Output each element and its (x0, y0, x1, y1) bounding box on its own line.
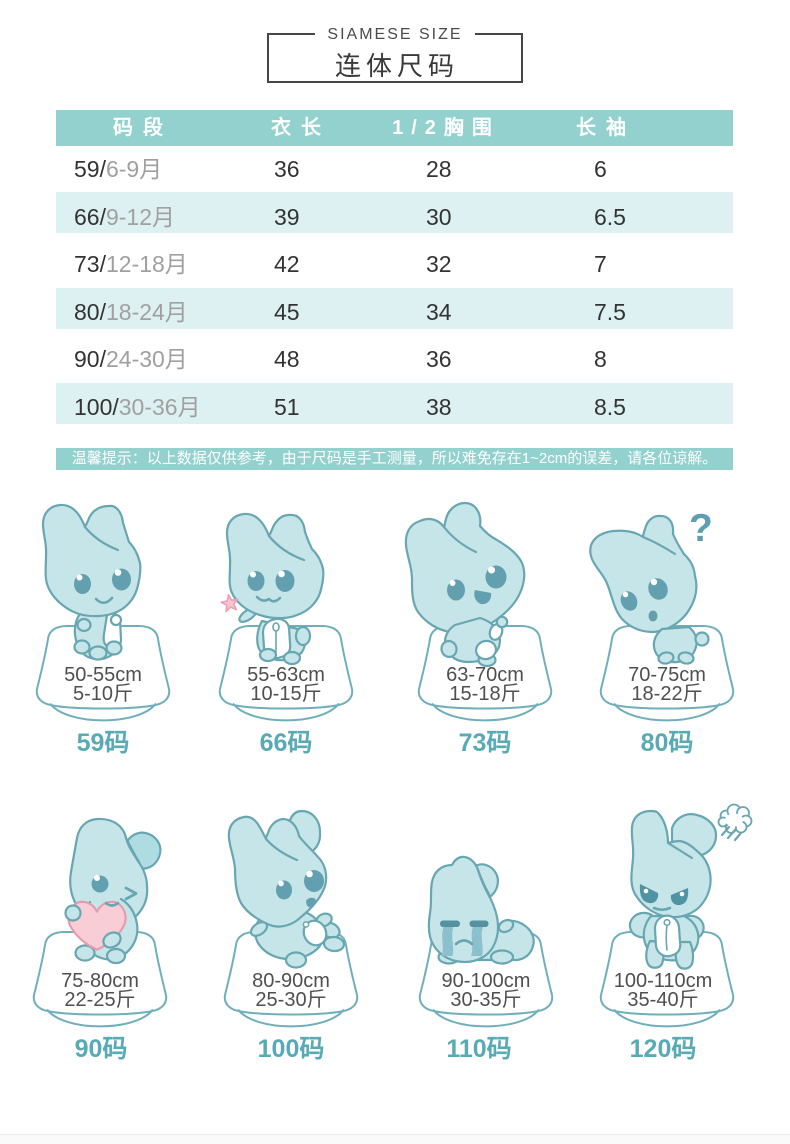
svg-text:?: ? (689, 507, 713, 550)
